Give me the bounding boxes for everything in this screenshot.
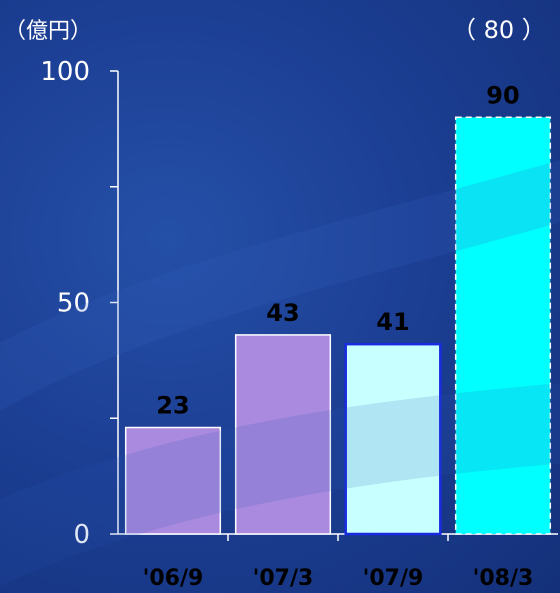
- chart-bars: [124, 116, 552, 536]
- x-tick-label: '07/9: [363, 566, 424, 591]
- bar: [344, 342, 442, 536]
- bar-value-label: 90: [486, 81, 519, 109]
- bar-value-label: 43: [266, 299, 299, 327]
- chart-labels: 0 50 100 23 '06/9 43 '07/3 41 '07/9 90 '08/3: [40, 57, 533, 591]
- bar: [124, 426, 222, 535]
- y-tick-label: 50: [57, 289, 90, 319]
- annotation-label: （ 80 ）: [452, 16, 546, 44]
- y-tick-label: 100: [40, 57, 90, 87]
- bar-value-label: 41: [376, 308, 409, 336]
- y-tick-label: 0: [73, 520, 90, 550]
- bar: [234, 334, 332, 535]
- bar-value-label: 23: [156, 392, 189, 420]
- y-unit-label: （億円）: [4, 19, 92, 44]
- x-tick-label: '08/3: [473, 566, 534, 591]
- bar: [454, 116, 552, 535]
- x-tick-label: '06/9: [143, 566, 204, 591]
- x-tick-label: '07/3: [253, 566, 314, 591]
